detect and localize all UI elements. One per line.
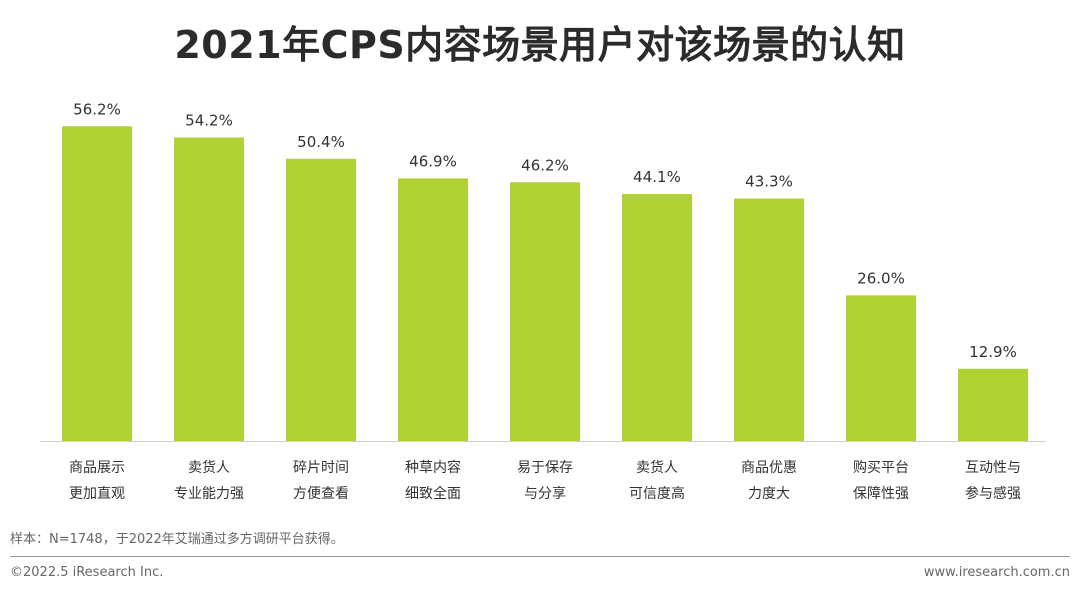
data-label: 56.2% (73, 100, 121, 118)
bar (510, 182, 580, 441)
bar (286, 158, 356, 441)
data-label: 46.2% (521, 156, 569, 174)
data-label: 12.9% (969, 343, 1017, 361)
copyright-text: ©2022.5 iResearch Inc. (10, 565, 164, 580)
bar (398, 178, 468, 442)
bar (846, 295, 916, 441)
category-tick-label: 购买平台 (853, 460, 909, 476)
category-tick-label: 参与感强 (965, 485, 1021, 502)
data-label: 43.3% (745, 173, 793, 191)
category-tick-label: 细致全面 (405, 485, 461, 502)
bar (734, 198, 804, 441)
sample-footnote: 样本：N=1748，于2022年艾瑞通过多方调研平台获得。 (10, 532, 344, 547)
category-tick-label: 可信度高 (629, 485, 685, 502)
data-label: 26.0% (857, 269, 905, 287)
category-tick-label: 卖货人 (188, 459, 230, 476)
footer-divider (10, 556, 1070, 557)
bar (958, 368, 1028, 441)
category-tick-label: 专业能力强 (174, 486, 244, 502)
category-tick-label: 更加直观 (69, 485, 125, 502)
category-tick-label: 力度大 (748, 486, 790, 502)
data-label: 54.2% (185, 111, 233, 129)
category-tick-label: 方便查看 (293, 486, 349, 502)
page-title: 2021年CPS内容场景用户对该场景的认知 (174, 23, 906, 67)
bar (174, 137, 244, 442)
category-tick-label: 商品优惠 (741, 460, 797, 476)
data-label: 50.4% (297, 133, 345, 151)
data-label: 44.1% (633, 168, 681, 186)
category-tick-label: 种草内容 (405, 459, 461, 476)
category-tick-label: 保障性强 (853, 486, 909, 502)
data-label: 46.9% (409, 152, 457, 170)
category-tick-label: 易于保存 (517, 460, 573, 476)
category-tick-label: 商品展示 (69, 460, 125, 476)
bar (62, 126, 132, 441)
bar (622, 194, 692, 441)
website-text: www.iresearch.com.cn (923, 565, 1070, 580)
category-tick-label: 互动性与 (965, 460, 1021, 476)
category-tick-label: 碎片时间 (293, 460, 349, 476)
category-tick-label: 卖货人 (636, 459, 678, 476)
category-tick-label: 与分享 (524, 485, 566, 502)
